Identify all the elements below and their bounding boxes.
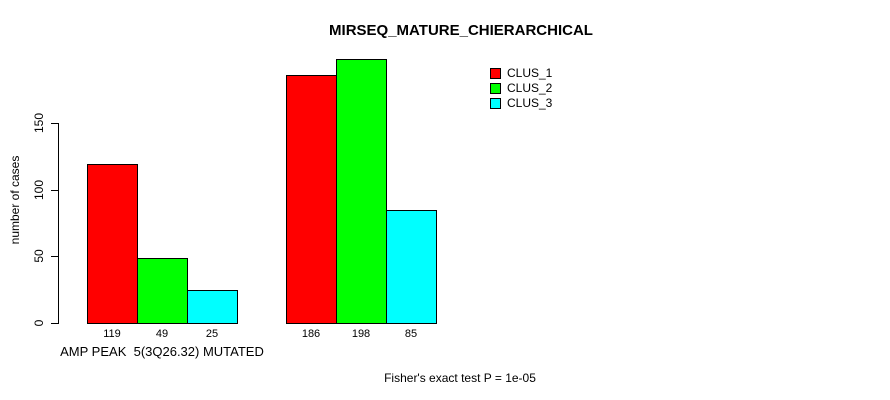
y-axis-tick (51, 123, 58, 124)
bar-value-label: 85 (404, 328, 418, 340)
bar-value-label: 119 (103, 328, 121, 340)
y-axis-tick (51, 323, 58, 324)
y-axis-tick-label: 150 (32, 112, 46, 134)
bar-value-label: 25 (205, 328, 219, 340)
chart-title: MIRSEQ_MATURE_CHIERARCHICAL (329, 22, 593, 39)
y-axis-line (58, 123, 59, 324)
bar-value-label: 186 (301, 328, 321, 340)
bar-clus_2-group1 (137, 258, 188, 324)
bar-clus_3-group2 (386, 210, 437, 324)
bar-value-label: 49 (155, 328, 169, 340)
y-axis-tick (51, 190, 58, 191)
legend-label-clus_1: CLUS_1 (507, 66, 553, 80)
bar-clus_1-group1 (87, 164, 138, 324)
bar-clus_2-group2 (336, 59, 387, 324)
legend-label-clus_3: CLUS_3 (507, 96, 553, 110)
y-axis-title: number of cases (8, 155, 22, 245)
legend-swatch-clus_1 (490, 68, 501, 79)
legend-label-clus_2: CLUS_2 (507, 81, 553, 95)
y-axis-tick (51, 256, 58, 257)
legend-swatch-clus_2 (490, 83, 501, 94)
y-axis-tick-label: 100 (32, 179, 46, 201)
bar-clus_1-group2 (286, 75, 337, 324)
y-axis-tick-label: 0 (32, 319, 46, 327)
bar-value-label: 198 (351, 328, 371, 340)
footnote-fishers-test: Fisher's exact test P = 1e-05 (384, 371, 536, 385)
y-axis-tick-label: 50 (32, 249, 46, 263)
legend-swatch-clus_3 (490, 98, 501, 109)
x-group-label: AMP PEAK 5(3Q26.32) MUTATED (60, 344, 264, 359)
bar-clus_3-group1 (187, 290, 238, 324)
